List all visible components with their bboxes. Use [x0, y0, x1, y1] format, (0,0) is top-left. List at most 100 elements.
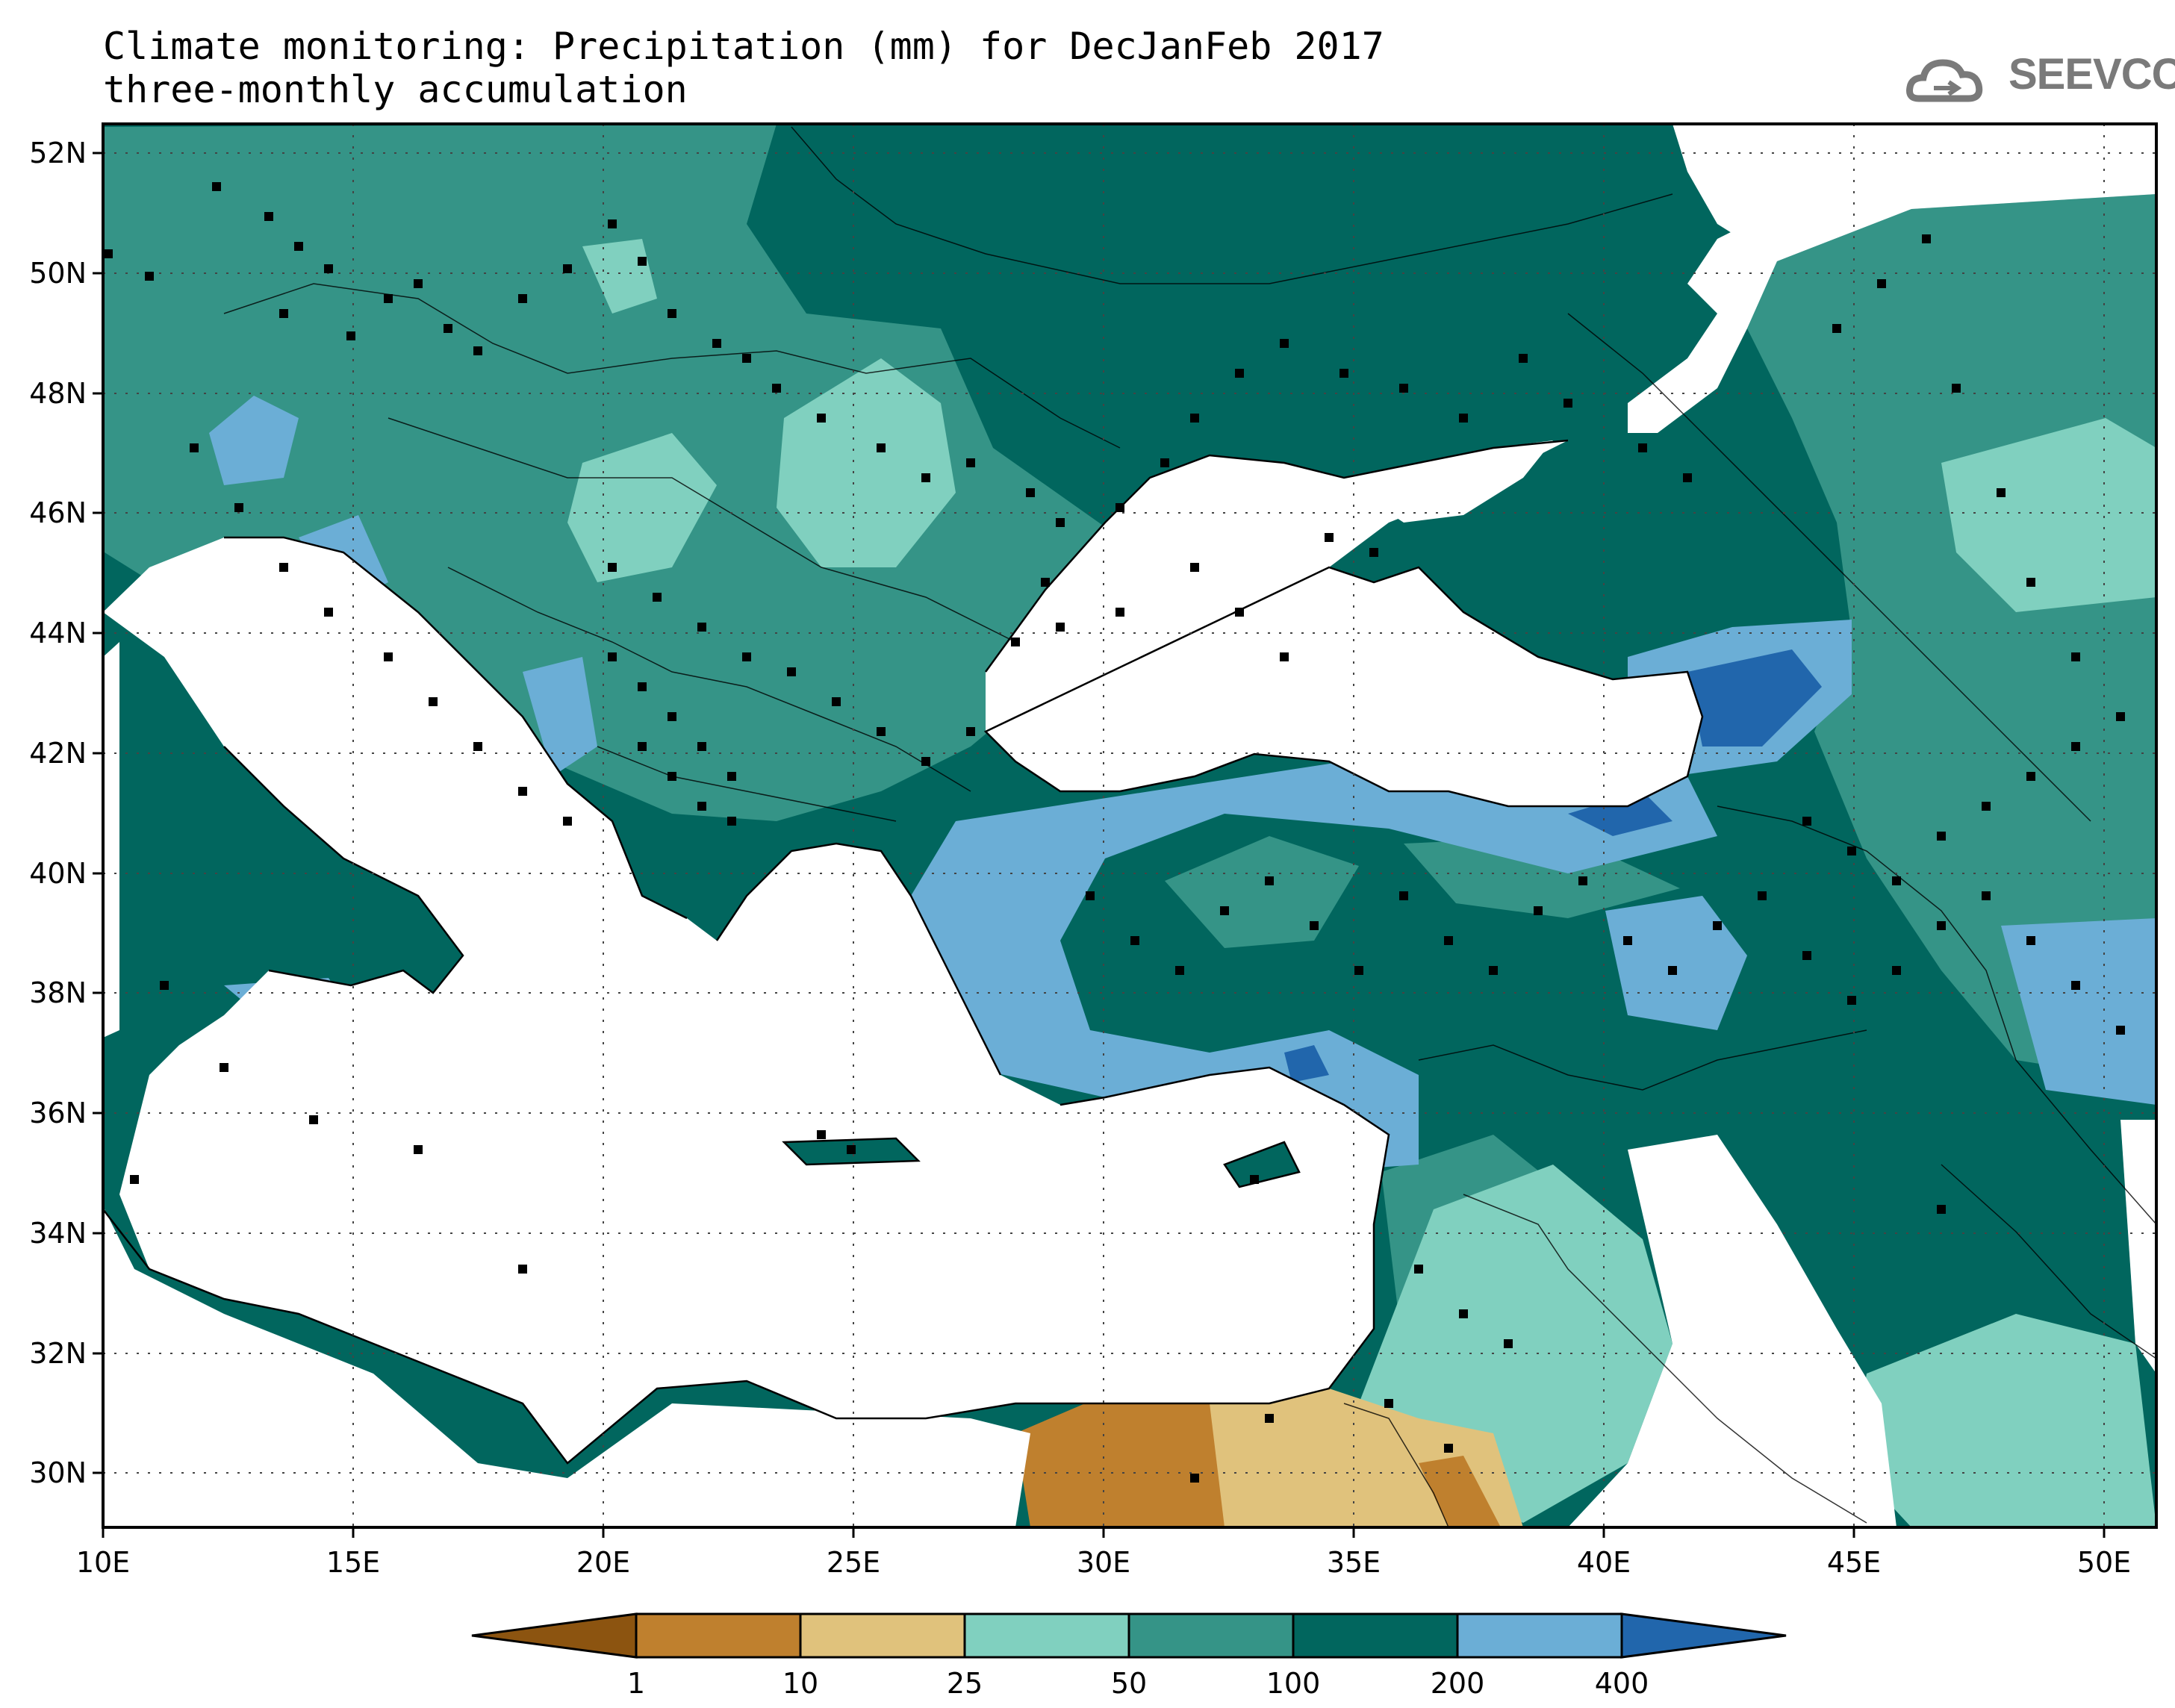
field-above-400-georgia [1687, 649, 1822, 747]
sea-azov [1359, 440, 1553, 523]
station-marker [742, 652, 751, 661]
station-marker [145, 272, 154, 281]
station-marker [1339, 369, 1348, 378]
colorbar-label: 400 [1595, 1667, 1649, 1700]
lat-tick-label: 38N [29, 976, 87, 1009]
lon-tick-label: 40E [1577, 1546, 1631, 1579]
station-marker [1713, 921, 1722, 930]
station-marker [1265, 876, 1274, 885]
station-marker [279, 309, 288, 318]
station-marker [1115, 608, 1124, 617]
station-marker [1459, 1309, 1468, 1318]
lat-tick-label: 36N [29, 1097, 87, 1129]
field-25-50-caucasus [1941, 418, 2156, 612]
station-marker [1056, 623, 1065, 632]
station-marker [518, 1265, 527, 1274]
station-marker [817, 1130, 826, 1139]
station-marker [1354, 966, 1363, 975]
station-marker [1280, 652, 1289, 661]
station-marker [772, 384, 781, 393]
station-marker [1877, 279, 1886, 288]
station-marker [1235, 608, 1244, 617]
sea-mediterranean [103, 537, 1389, 1463]
station-marker [847, 1145, 856, 1154]
colorbar-label: 200 [1431, 1667, 1485, 1700]
station-marker [1847, 847, 1856, 855]
station-marker [234, 503, 243, 512]
lat-tick-label: 44N [29, 617, 87, 649]
lat-tick-label: 34N [29, 1217, 87, 1250]
station-marker [264, 212, 273, 221]
field-200-400-black-sea-south [911, 761, 1717, 1172]
field-200-400-montenegro [523, 657, 597, 776]
no-data-west-edge [103, 642, 119, 1038]
station-marker [190, 443, 199, 452]
station-marker [1937, 832, 1946, 841]
coastlines [103, 439, 1704, 1465]
station-marker [104, 249, 113, 258]
station-marker [1444, 1444, 1453, 1453]
lon-tick-label: 35E [1327, 1546, 1381, 1579]
station-marker [2026, 578, 2035, 587]
station-marker [1997, 488, 2006, 497]
map-title: Climate monitoring: Precipitation (mm) f… [103, 25, 1384, 68]
colorbar-200-400 [1456, 1612, 1623, 1659]
station-marker [877, 443, 886, 452]
station-marker [668, 772, 676, 781]
station-marker [2116, 712, 2125, 721]
station-marker [1802, 817, 1811, 826]
map-subtitle: three-monthly accumulation [103, 68, 688, 111]
station-marker [1190, 1474, 1199, 1483]
station-marker [1847, 996, 1856, 1005]
station-marker [2071, 652, 2080, 661]
station-marker [1952, 384, 1961, 393]
colorbar-label: 10 [782, 1667, 818, 1700]
no-data-east-edge [2120, 1120, 2156, 1374]
station-marker [668, 309, 676, 318]
station-marker [697, 742, 706, 751]
station-marker [1982, 802, 1991, 811]
lat-tick-label: 40N [29, 857, 87, 890]
coast-black-sea [983, 439, 1704, 808]
map-field [103, 124, 2156, 1527]
station-marker [473, 742, 482, 751]
station-marker [279, 563, 288, 572]
station-marker [324, 608, 333, 617]
map-frame [102, 122, 2158, 1529]
station-marker [653, 593, 662, 602]
coast-north-africa [103, 1066, 1390, 1465]
lon-tick-label: 25E [827, 1546, 880, 1579]
station-marker [384, 652, 393, 661]
station-marker [712, 339, 721, 348]
field-above-400-turkey-south [1284, 1045, 1329, 1082]
no-data-northeast [1673, 124, 2156, 261]
station-marker [2116, 1026, 2125, 1035]
field-200-400-alps [209, 396, 299, 485]
station-marker [294, 242, 303, 251]
station-marker [1325, 533, 1334, 542]
lat-tick-label: 32N [29, 1337, 87, 1370]
lon-tick-label: 20E [576, 1546, 630, 1579]
station-marker [966, 727, 975, 736]
station-marker [727, 772, 736, 781]
colorbar-10-25 [799, 1612, 966, 1659]
station-marker [1683, 473, 1692, 482]
sea-tyrrhenian-south [103, 1045, 1030, 1527]
colorbar-1-10 [635, 1612, 802, 1659]
lat-tick-label: 48N [29, 377, 87, 410]
station-marker [966, 458, 975, 467]
lon-tick-label: 45E [1827, 1546, 1881, 1579]
station-marker [1399, 384, 1408, 393]
station-marker [1056, 518, 1065, 527]
logo-text: SEEVCCC [2008, 50, 2175, 99]
colorbar-label: 50 [1111, 1667, 1147, 1700]
colorbar-100-200 [1292, 1612, 1459, 1659]
station-marker [130, 1175, 139, 1184]
coast-crete [782, 1137, 921, 1166]
station-marker [1832, 324, 1841, 333]
station-marker [518, 787, 527, 796]
station-marker [2071, 981, 2080, 990]
station-marker [1175, 966, 1184, 975]
field-50-100-turkey [1165, 836, 1359, 948]
colorbar: 1 10 25 50 100 200 400 [471, 1612, 1787, 1700]
